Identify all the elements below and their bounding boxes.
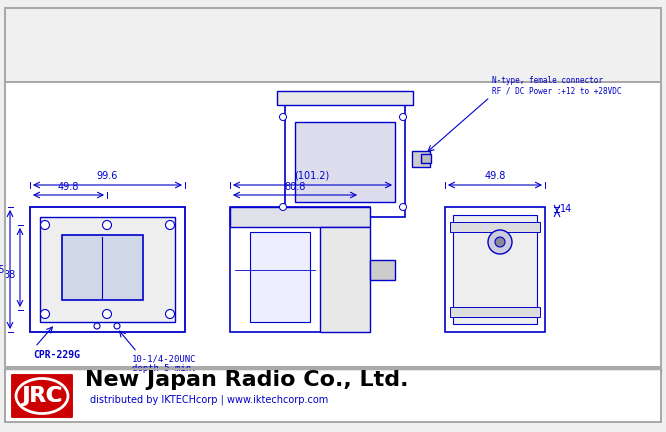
Circle shape — [400, 114, 406, 121]
Bar — [412, 151, 430, 167]
Text: CPR-229G: CPR-229G — [33, 350, 80, 360]
Bar — [30, 207, 185, 332]
Circle shape — [280, 203, 286, 210]
Bar — [62, 235, 143, 300]
Circle shape — [495, 237, 505, 247]
Bar — [445, 207, 545, 332]
Bar — [370, 260, 395, 280]
Bar — [277, 91, 413, 105]
Bar — [453, 215, 537, 324]
Circle shape — [165, 309, 174, 318]
Circle shape — [400, 203, 406, 210]
Circle shape — [41, 220, 49, 229]
Bar — [5, 8, 661, 369]
Text: 38: 38 — [4, 270, 16, 280]
Bar — [5, 367, 661, 422]
Text: 99.6: 99.6 — [97, 171, 118, 181]
Ellipse shape — [16, 378, 68, 413]
Circle shape — [41, 309, 49, 318]
Bar — [295, 122, 395, 202]
Bar — [285, 97, 405, 217]
Text: 80.8: 80.8 — [284, 182, 306, 192]
Text: JRC: JRC — [21, 386, 63, 406]
Bar — [320, 227, 370, 332]
Text: 49.8: 49.8 — [484, 171, 505, 181]
Circle shape — [103, 309, 111, 318]
FancyBboxPatch shape — [10, 373, 74, 419]
Text: distributed by IKTECHcorp | www.iktechcorp.com: distributed by IKTECHcorp | www.iktechco… — [90, 395, 328, 405]
Bar — [450, 307, 540, 317]
Circle shape — [103, 220, 111, 229]
Bar — [450, 222, 540, 232]
Bar — [421, 154, 431, 163]
Bar — [250, 232, 310, 322]
Circle shape — [280, 114, 286, 121]
Circle shape — [165, 220, 174, 229]
Bar — [230, 207, 370, 227]
Circle shape — [94, 323, 100, 329]
Text: JRC: JRC — [23, 386, 61, 406]
Circle shape — [488, 230, 512, 254]
Text: N-type, female connector
RF / DC Power :+12 to +28VDC: N-type, female connector RF / DC Power :… — [492, 76, 621, 95]
Text: 10-1/4-20UNC
depth 5 min.: 10-1/4-20UNC depth 5 min. — [132, 354, 196, 373]
Text: 14: 14 — [560, 204, 572, 214]
Text: (101.2): (101.2) — [294, 171, 330, 181]
Circle shape — [114, 323, 120, 329]
Text: 75: 75 — [0, 265, 5, 275]
Text: 49.8: 49.8 — [57, 182, 79, 192]
Bar — [5, 82, 661, 372]
Text: New Japan Radio Co., Ltd.: New Japan Radio Co., Ltd. — [85, 370, 408, 390]
Bar — [40, 217, 175, 322]
Bar — [230, 207, 370, 332]
